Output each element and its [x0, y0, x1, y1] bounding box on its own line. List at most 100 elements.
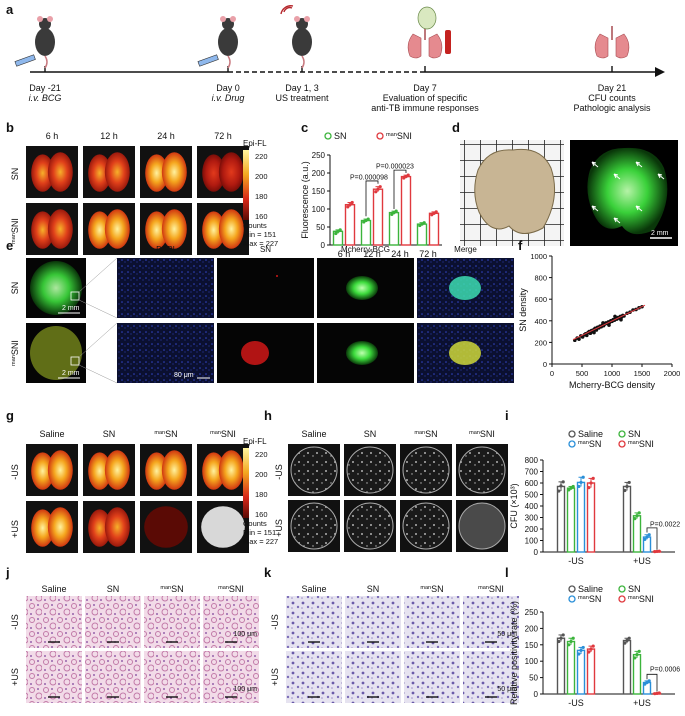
legend-label: manSNI [628, 439, 654, 449]
sn-signal [241, 341, 269, 365]
legend-marker [618, 585, 626, 593]
data-point [627, 636, 631, 640]
data-point [579, 480, 583, 485]
data-point [581, 645, 585, 650]
label-main: SNI [639, 594, 654, 604]
mouse-ear [294, 16, 300, 22]
data-point [346, 205, 350, 209]
x-tick-label: -US [568, 698, 584, 708]
row-label: -US [270, 614, 280, 630]
bar [360, 219, 372, 246]
colorbar-tick: 220 [255, 450, 268, 459]
label-main: SN [628, 584, 641, 594]
data-point [569, 486, 573, 490]
label-main: Saline [578, 584, 603, 594]
mouse-ear [230, 16, 236, 22]
data-point [647, 679, 651, 683]
legend-label: manSN [578, 439, 601, 449]
data-point [587, 650, 591, 654]
column-header: Merge [454, 245, 477, 254]
sn-signal [276, 275, 278, 277]
y-tick-label: 100 [525, 657, 539, 666]
column-header: manSN [414, 429, 437, 439]
y-tick-label: 800 [534, 274, 547, 283]
data-point [567, 488, 571, 492]
row-label: manSNI [10, 218, 20, 244]
legend-marker [568, 440, 576, 448]
data-point [434, 210, 438, 214]
colorbar-gradient [243, 150, 249, 220]
zoom-box [70, 291, 80, 301]
label-sup: man [414, 430, 425, 436]
lung-lobe [47, 507, 73, 547]
timeline-desc2: Pathologic analysis [573, 103, 651, 113]
ivis-lung-image [26, 444, 78, 496]
timeline-desc: i.v. Drug [212, 93, 245, 103]
data-point [637, 511, 641, 515]
histology-image [463, 651, 519, 703]
row-label: +US [10, 668, 20, 686]
lung-lobe [145, 154, 169, 192]
x-axis-label: Mcherry-BCG density [569, 380, 656, 390]
label-main: SN [628, 429, 641, 439]
label-sup: man [628, 595, 639, 601]
lung-lobe [88, 509, 112, 547]
lung-lobe [144, 506, 188, 548]
culture-plate [402, 502, 450, 550]
mouse-tail [227, 55, 231, 69]
data-point [561, 480, 565, 484]
ivis-lung-image [26, 146, 78, 198]
panel-letter-k: k [264, 565, 272, 580]
whole-lung [30, 326, 82, 380]
scatter-point [619, 317, 623, 322]
x-tick-label: 2000 [664, 369, 681, 378]
label-sup: man [420, 585, 431, 591]
spleen-dish [417, 6, 437, 30]
scatter-point [613, 314, 617, 319]
sn-image [217, 258, 314, 318]
lung-lobe [161, 209, 187, 249]
lung-lobe [31, 509, 55, 547]
colorbar-title: Epi-FL [243, 437, 267, 446]
mouse-tail [44, 55, 48, 69]
data-point [561, 633, 565, 637]
ivis-lung-image [197, 203, 249, 255]
data-point [633, 656, 637, 660]
x-tick-label: 500 [576, 369, 589, 378]
syringe-mouse-icon [197, 16, 238, 69]
y-tick-label: 600 [534, 295, 547, 304]
histology-image [203, 651, 259, 703]
data-point [390, 212, 394, 216]
y-tick-label: 200 [312, 169, 326, 178]
timeline-day: Day 0 [216, 83, 240, 93]
ivis-lung-image [140, 146, 192, 198]
label-main: SNI [10, 218, 20, 233]
y-tick-label: 50 [316, 223, 325, 232]
x-tick-label: 12 h [363, 249, 381, 259]
data-point [647, 533, 651, 537]
legend-marker [618, 595, 626, 603]
row-label: +US [274, 519, 284, 537]
legend-label: manSNI [628, 594, 654, 604]
label-main: Saline [301, 429, 326, 439]
lung-spleen-blood-icon [407, 6, 451, 59]
x-tick-label: 24 h [391, 249, 409, 259]
histology-image [85, 651, 141, 703]
column-header: 24 h [157, 131, 175, 141]
label-sup: man [386, 132, 397, 138]
data-point [571, 636, 575, 640]
lung-lobe [31, 154, 55, 192]
panel-l-chart: 0 50 100 150 200 250 Relative positivity rate … [509, 584, 680, 708]
colorbar-max: Max = 227 [243, 537, 278, 546]
data-point [350, 200, 354, 205]
label-main: SN [589, 594, 602, 604]
column-header: SN [364, 429, 377, 439]
bar [576, 649, 586, 695]
data-point [591, 476, 595, 480]
bar [400, 175, 412, 246]
lung-lobe [161, 152, 187, 192]
x-tick-label: -US [568, 556, 584, 566]
colorbar-tick: 160 [255, 510, 268, 519]
legend-marker [618, 430, 626, 438]
